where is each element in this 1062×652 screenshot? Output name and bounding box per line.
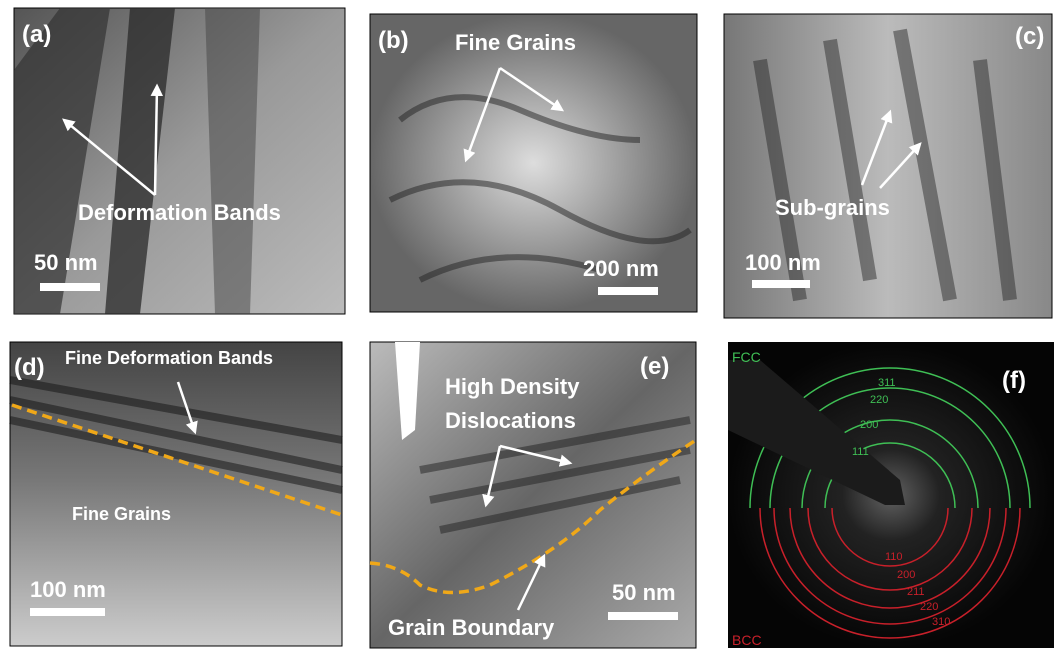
annotation: Sub-grains <box>775 195 890 220</box>
scale-bar <box>30 608 105 616</box>
arrow <box>463 67 502 163</box>
phase-label: BCC <box>732 632 762 648</box>
panel-label: (f) <box>1002 367 1026 394</box>
panel-d: (d) Fine Deformation Bands Fine Grains 1… <box>9 341 343 647</box>
ring-label: 220 <box>920 601 938 613</box>
annotation: Fine Grains <box>72 504 171 524</box>
scale-bar-label: 50 nm <box>612 580 676 605</box>
arrow <box>62 118 156 196</box>
arrow <box>482 445 502 508</box>
ring-label: 111 <box>852 446 869 458</box>
ring-label: 220 <box>870 394 888 406</box>
panel-a: (a) Deformation Bands 50 nm <box>13 7 346 315</box>
panel-label: (e) <box>640 353 669 380</box>
arrow <box>879 142 922 189</box>
annotation: Dislocations <box>445 408 576 433</box>
scale-bar <box>40 283 100 291</box>
panel-label: (c) <box>1015 23 1044 50</box>
arrow <box>176 381 198 435</box>
panel-label: (d) <box>14 354 45 381</box>
ring-label: 200 <box>860 419 878 431</box>
panel-f: FCC (f) 311 220 200 111 110 200 211 220 … <box>728 342 1054 648</box>
texture <box>388 94 692 283</box>
ring-label: 211 <box>907 586 925 598</box>
scale-bar <box>598 287 658 295</box>
annotation: Grain Boundary <box>388 615 555 640</box>
texture <box>9 376 343 494</box>
texture <box>419 416 691 534</box>
scale-bar-label: 50 nm <box>34 250 98 275</box>
panel-label: (b) <box>378 27 409 54</box>
panel-e: (e) High Density Dislocations Grain Boun… <box>369 341 697 649</box>
arrow <box>150 83 164 196</box>
boundary-line <box>11 403 343 517</box>
scale-bar <box>752 280 810 288</box>
void <box>395 342 420 440</box>
micrograph <box>369 341 697 649</box>
micrograph <box>723 13 1053 319</box>
panel-label: (a) <box>22 21 51 48</box>
band <box>205 8 260 314</box>
annotation: Fine Deformation Bands <box>65 348 273 368</box>
texture <box>753 28 1017 302</box>
panel-b: (b) Fine Grains 200 nm <box>369 13 698 313</box>
scale-bar-label: 100 nm <box>30 577 106 602</box>
annotation: Fine Grains <box>455 30 576 55</box>
arrow <box>499 444 573 467</box>
panel-c: (c) Sub-grains 100 nm <box>723 13 1053 319</box>
phase-label: FCC <box>732 349 761 365</box>
scale-bar <box>608 612 678 620</box>
boundary-line <box>369 438 697 595</box>
scale-bar-label: 200 nm <box>583 256 659 281</box>
micrograph <box>369 13 698 313</box>
ring-label: 310 <box>932 616 950 628</box>
annotation: Deformation Bands <box>78 200 281 225</box>
arrow <box>516 553 546 611</box>
arrow <box>499 66 565 112</box>
band <box>14 8 110 314</box>
ring-label: 110 <box>885 551 903 563</box>
ring-label: 200 <box>897 569 915 581</box>
beam-stop <box>728 360 905 505</box>
scale-bar-label: 100 nm <box>745 250 821 275</box>
ring-label: 311 <box>878 377 896 389</box>
arrow <box>860 109 893 186</box>
annotation: High Density <box>445 374 580 399</box>
